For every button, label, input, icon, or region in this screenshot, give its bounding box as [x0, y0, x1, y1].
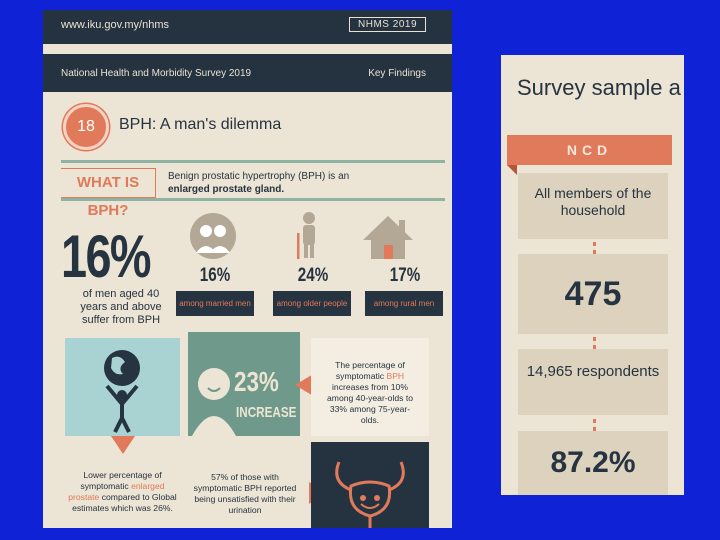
ribbon-label: among married men [179, 298, 251, 308]
pct-highlight: BPH [386, 371, 405, 381]
infographic-poster: www.iku.gov.my/nhms NHMS 2019 National H… [43, 10, 452, 528]
survey-title: Survey sample a [517, 75, 681, 100]
banner-fold [507, 165, 517, 175]
atlas-globe-icon [104, 350, 140, 433]
headline-caption: of men aged 40 years and above suffer fr… [80, 288, 162, 326]
left-arrow-icon [295, 373, 315, 397]
section-title: BPH: A man's dilemma [119, 116, 282, 133]
dots-connector [593, 242, 600, 254]
card-respondents: 14,965 respondents [518, 349, 668, 415]
stat-married: 16% [177, 265, 253, 287]
stat-value: 17% [389, 265, 421, 286]
what-is-label: WHAT IS BPH? [61, 168, 156, 219]
what-is-text: Benign prostatic hypertrophy (BPH) is an… [168, 170, 368, 196]
stat-older: 24% [275, 265, 351, 287]
key-findings-label: Key Findings [368, 68, 426, 79]
divider-top [61, 160, 445, 163]
ribbon-label: among older people [276, 298, 348, 308]
bladder-icon [335, 461, 405, 528]
ribbon-rural: among rural men [365, 291, 443, 316]
ribbon-older: among older people [273, 291, 351, 316]
increase-panel: 23% INCREASE [188, 332, 300, 436]
website-url[interactable]: www.iku.gov.my/nhms [61, 19, 169, 31]
lower-percentage-text: Lower percentage of symptomatic enlarged… [65, 470, 180, 514]
pct-line1: The percentage of symptomatic [335, 360, 405, 381]
survey-name: National Health and Morbidity Survey 201… [61, 68, 252, 79]
stat-value: 24% [297, 265, 329, 286]
bladder-panel [311, 442, 429, 528]
percentage-panel: The percentage of symptomatic BPH increa… [311, 338, 429, 436]
card-household: All members of the household [518, 173, 668, 239]
pct-line2: increases from 10% among 40-year-olds to… [327, 382, 413, 425]
down-arrow-icon [111, 436, 135, 454]
ribbon-married: among married men [176, 291, 254, 316]
what-is-plain: Benign prostatic hypertrophy (BPH) is an [168, 171, 350, 182]
percentage-text: The percentage of symptomatic BPH increa… [321, 360, 419, 426]
top-bar: www.iku.gov.my/nhms NHMS 2019 [43, 10, 452, 44]
ncd-banner: NCD [507, 135, 672, 165]
what-is-bold: enlarged prostate gland. [168, 184, 285, 195]
survey-tag: NHMS 2019 [349, 17, 426, 32]
lower-highlight: enlarged prostate [68, 481, 165, 502]
dots-connector [593, 337, 600, 349]
card-households-count: 475 [518, 254, 668, 334]
dots-connector [593, 419, 600, 431]
person-smile-icon [192, 368, 236, 436]
lower-pre: Lower percentage of symptomatic [80, 470, 162, 491]
stat-value: 16% [199, 265, 231, 286]
divider-bottom [61, 198, 445, 201]
stat-rural: 17% [367, 265, 443, 287]
increase-value: 23% [234, 366, 279, 397]
globe-panel [65, 338, 180, 436]
increase-label: INCREASE [236, 404, 297, 421]
lower-post: compared to Global estimates which was 2… [72, 492, 177, 513]
married-couple-icon [190, 213, 236, 259]
title-band: National Health and Morbidity Survey 201… [43, 54, 452, 92]
card-response-rate: 87.2% [518, 431, 668, 495]
rural-house-icon [363, 216, 413, 259]
older-person-icon [297, 212, 315, 259]
section-number: 18 [63, 104, 109, 150]
unsatisfied-text: 57% of those with symptomatic BPH report… [193, 472, 297, 515]
ribbon-label: among rural men [373, 298, 435, 308]
survey-sample-panel: Survey sample a NCD All members of the h… [501, 55, 684, 495]
headline-percent: 16% [61, 223, 152, 290]
